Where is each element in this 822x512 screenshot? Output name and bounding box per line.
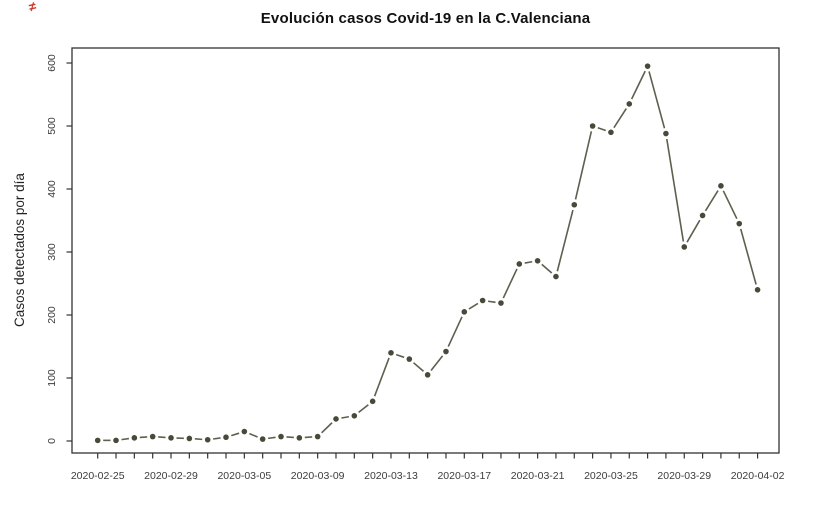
x-tick-label: 2020-03-21	[511, 470, 565, 482]
series-segment	[541, 263, 553, 274]
data-point	[406, 356, 413, 362]
data-point	[241, 428, 248, 435]
data-point	[424, 372, 431, 378]
x-tick-label: 2020-03-17	[437, 470, 491, 482]
data-point	[461, 309, 468, 315]
series-segment	[412, 362, 424, 372]
data-point	[663, 130, 669, 137]
y-axis: 0 100 200 300 400 500 600	[46, 54, 72, 444]
data-point	[516, 261, 523, 267]
series-segment	[121, 437, 130, 441]
chart-title: Evolución casos Covid-19 en la C.Valenci…	[260, 10, 591, 27]
series-segment	[666, 138, 685, 242]
series-segment	[447, 316, 463, 347]
series-segment	[213, 437, 221, 440]
data-point	[388, 350, 394, 356]
data-point	[259, 436, 266, 442]
data-point	[534, 258, 541, 264]
series-segment	[613, 108, 627, 129]
series-segment	[231, 432, 240, 437]
data-point	[351, 413, 358, 419]
series-segment	[395, 353, 405, 359]
data-point	[369, 398, 376, 405]
data-point	[278, 433, 284, 440]
y-tick-label: 300	[46, 243, 58, 261]
series-segment	[139, 436, 148, 439]
series-segment	[268, 436, 276, 440]
series-segment	[704, 190, 719, 212]
y-tick-label: 600	[46, 54, 58, 72]
data-point	[608, 129, 614, 136]
series-segment	[630, 70, 646, 100]
data-point	[479, 297, 486, 304]
data-point	[553, 273, 559, 280]
data-point	[131, 435, 138, 441]
series-segment	[556, 209, 574, 272]
y-tick-label: 200	[46, 306, 58, 324]
data-series	[94, 63, 761, 444]
y-tick-label: 400	[46, 180, 58, 198]
x-tick-label: 2020-03-29	[657, 470, 711, 482]
series-segment	[686, 219, 701, 243]
series-segment	[502, 268, 518, 299]
data-point	[699, 212, 706, 219]
x-tick-label: 2020-03-25	[584, 470, 638, 482]
data-point	[754, 287, 761, 293]
data-point	[296, 435, 303, 441]
series-segment	[341, 415, 350, 419]
data-point	[204, 436, 211, 443]
series-segment	[739, 228, 757, 285]
series-segment	[468, 302, 479, 310]
data-point	[626, 101, 633, 107]
y-tick-label: 100	[46, 369, 58, 387]
series-segment	[648, 71, 666, 129]
x-tick-label: 2020-02-29	[144, 470, 198, 482]
data-point	[571, 201, 578, 208]
data-point	[94, 437, 101, 444]
data-point	[589, 123, 596, 129]
y-tick-label: 0	[46, 438, 58, 444]
series-segment	[194, 438, 203, 441]
series-segment	[722, 190, 738, 220]
data-point	[736, 220, 743, 227]
data-point	[681, 244, 688, 250]
series-segment	[304, 436, 313, 439]
data-point	[718, 183, 724, 189]
series-segment	[574, 131, 593, 200]
data-point	[314, 433, 321, 440]
series-segment	[249, 432, 258, 438]
x-axis: 2020-02-25 2020-02-29 2020-03-05 2020-03-09…	[71, 453, 785, 482]
data-point	[149, 433, 156, 440]
data-point	[498, 300, 504, 306]
series-segment	[373, 357, 390, 397]
x-tick-label: 2020-03-09	[291, 470, 345, 482]
y-axis-title: Casos detectados por día	[12, 173, 27, 327]
series-segment	[524, 260, 533, 264]
data-point	[644, 63, 651, 69]
y-tick-label: 500	[46, 117, 58, 135]
plot-box	[71, 47, 780, 454]
data-point	[223, 434, 229, 441]
data-point	[333, 416, 339, 422]
series-segment	[158, 436, 166, 439]
series-segment	[430, 355, 444, 372]
data-point	[168, 435, 174, 441]
series-segment	[597, 127, 606, 132]
x-tick-label: 2020-03-13	[364, 470, 418, 482]
series-segment	[321, 422, 333, 434]
series-segment	[286, 436, 294, 439]
series-segment	[358, 404, 369, 414]
series-segment	[487, 300, 496, 304]
data-point	[113, 437, 119, 444]
x-tick-label: 2020-03-05	[217, 470, 271, 482]
data-point	[186, 435, 193, 442]
data-point	[443, 348, 449, 355]
x-tick-label: 2020-02-25	[71, 470, 125, 482]
x-tick-label: 2020-04-02	[731, 470, 785, 482]
